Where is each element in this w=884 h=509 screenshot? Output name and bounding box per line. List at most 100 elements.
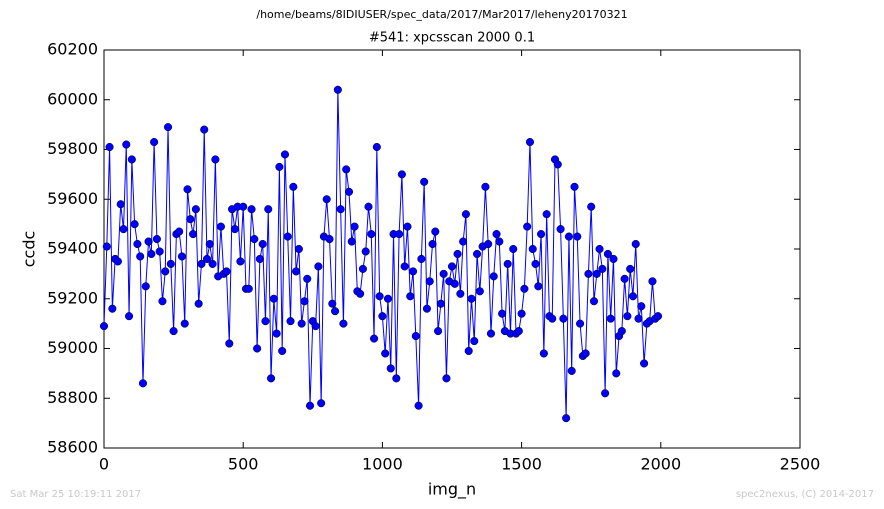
data-point: [562, 414, 571, 423]
data-point: [640, 359, 649, 368]
data-point: [144, 237, 153, 246]
data-point: [517, 309, 526, 318]
data-point: [155, 247, 164, 256]
x-axis-label: img_n: [428, 480, 476, 500]
data-point: [581, 349, 590, 358]
y-axis-label: ccdc: [20, 231, 39, 268]
footer-left: Sat Mar 25 10:19:11 2017: [10, 489, 141, 500]
data-point: [250, 235, 259, 244]
data-point: [264, 205, 273, 214]
data-point: [280, 150, 290, 159]
data-point: [392, 374, 401, 383]
data-point: [289, 182, 298, 191]
data-point: [609, 254, 618, 264]
data-point: [364, 202, 373, 211]
data-point: [322, 195, 331, 204]
data-point: [272, 329, 281, 338]
data-point: [420, 177, 429, 186]
data-point: [347, 237, 356, 246]
data-point: [344, 187, 354, 196]
data-point: [528, 244, 537, 254]
data-point: [531, 259, 540, 268]
data-point: [325, 235, 334, 244]
data-point: [202, 254, 212, 264]
data-point: [375, 292, 384, 301]
data-point: [99, 322, 109, 331]
data-point: [584, 269, 593, 278]
data-point: [339, 319, 348, 328]
data-point: [573, 232, 582, 241]
data-point: [350, 222, 359, 231]
data-point: [177, 252, 187, 261]
data-point: [397, 170, 406, 179]
data-point: [492, 230, 501, 239]
data-point: [317, 399, 326, 408]
data-point: [356, 289, 365, 298]
data-point: [297, 319, 306, 328]
data-point: [598, 264, 607, 273]
data-point: [169, 327, 178, 336]
data-point: [211, 155, 220, 164]
data-point: [175, 227, 184, 236]
data-point: [525, 137, 535, 147]
data-point: [303, 274, 312, 283]
data-point: [372, 142, 381, 152]
x-tick-label: 2500: [780, 455, 821, 474]
data-point: [484, 239, 493, 249]
data-point: [305, 401, 315, 410]
data-point: [361, 247, 370, 256]
data-point: [620, 274, 629, 283]
data-point: [422, 304, 431, 313]
data-point: [461, 210, 470, 219]
data-point: [300, 297, 309, 306]
data-point: [634, 314, 643, 323]
x-tick-label: 2000: [640, 455, 681, 474]
data-point: [467, 294, 476, 303]
y-tick-label: 58600: [47, 438, 98, 457]
data-point: [119, 225, 128, 234]
data-point: [161, 267, 170, 276]
data-point: [138, 379, 148, 388]
x-tick-label: 1500: [501, 455, 542, 474]
data-point: [163, 123, 173, 132]
data-point: [400, 262, 409, 271]
data-point: [342, 165, 351, 174]
data-point: [150, 137, 159, 147]
data-point: [166, 259, 175, 268]
data-point: [102, 242, 111, 251]
data-point: [395, 230, 404, 239]
data-point: [592, 269, 601, 278]
data-point: [559, 314, 568, 323]
data-point: [439, 269, 448, 278]
data-point: [459, 237, 468, 246]
y-tick-label: 59600: [47, 189, 98, 208]
data-point: [475, 287, 484, 296]
data-point: [367, 230, 376, 239]
data-point: [612, 369, 621, 378]
data-line: [103, 89, 659, 419]
data-point: [453, 249, 462, 259]
data-point: [378, 312, 387, 321]
data-point: [509, 244, 518, 254]
data-point: [278, 346, 287, 356]
data-point: [247, 205, 256, 214]
data-point: [425, 277, 434, 286]
data-point: [194, 299, 203, 308]
data-point: [200, 125, 209, 134]
data-point: [311, 322, 320, 331]
data-point: [180, 319, 189, 328]
data-point: [653, 312, 663, 321]
data-point: [189, 230, 198, 239]
data-point: [498, 309, 507, 318]
data-point: [116, 200, 125, 209]
data-point: [369, 334, 379, 343]
data-point: [631, 239, 640, 249]
data-point: [495, 237, 504, 246]
data-point: [408, 267, 418, 276]
data-point: [489, 272, 498, 281]
y-tick-label: 60200: [47, 40, 98, 59]
data-point: [606, 314, 615, 323]
data-point: [328, 299, 337, 308]
data-point: [269, 294, 278, 303]
data-point: [158, 297, 167, 306]
